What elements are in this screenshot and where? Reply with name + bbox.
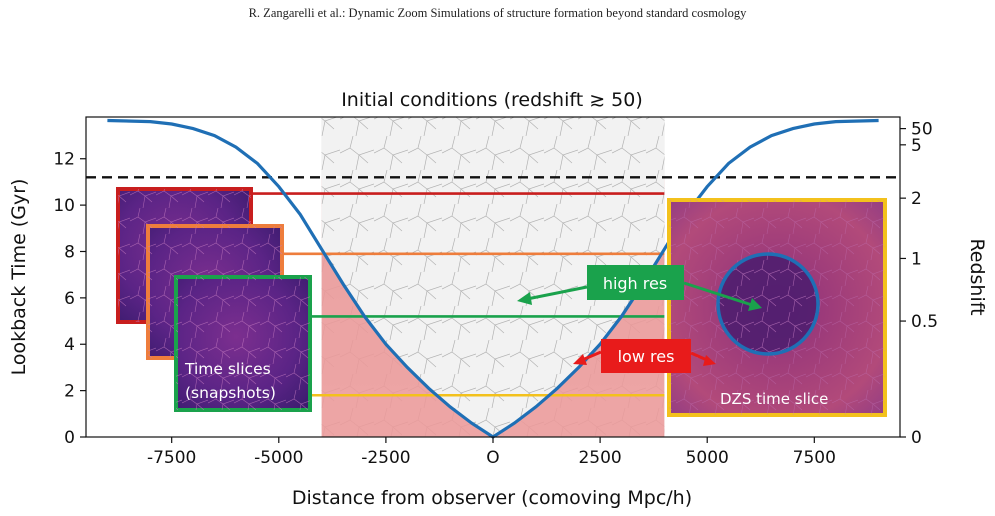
high-res-arrowhead-left	[517, 292, 532, 305]
x-tick-label: 7500	[793, 448, 836, 468]
x-tick-label: 2500	[578, 448, 621, 468]
x-axis-label: Distance from observer (comoving Mpc/h)	[292, 487, 692, 509]
right-axis-label: Redshift	[966, 238, 988, 315]
low-res-badge	[601, 339, 691, 373]
low-res-arrowhead-left	[573, 354, 587, 365]
x-tick-label: 5000	[686, 448, 729, 468]
dzs-time-slice-label: DZS time slice	[720, 390, 828, 408]
left-tick-label: 10	[53, 196, 75, 216]
high-res-region-circle	[716, 252, 820, 356]
x-axis-ticks: -7500 -5000 -2500 O 2500 5000 7500	[147, 437, 836, 468]
snapshot-panel-green	[174, 275, 312, 412]
high-res-arrow-right	[683, 281, 753, 307]
low-res-label: low res	[618, 347, 675, 366]
high-res-arrow-left	[526, 285, 588, 301]
dzs-time-slice-panel	[667, 198, 887, 417]
left-tick-label: 2	[64, 382, 75, 402]
left-tick-label: 8	[64, 242, 75, 262]
time-slices-label-line2: (snapshots)	[185, 384, 276, 402]
figure-title: Initial conditions (redshift ≳ 50)	[341, 89, 643, 111]
right-tick-label: 5	[911, 136, 922, 156]
high-res-badge	[587, 265, 684, 300]
low-res-arrowhead-right	[703, 355, 716, 366]
right-tick-label: 50	[911, 120, 933, 140]
right-tick-label: 0.5	[911, 312, 938, 332]
right-tick-label: 2	[911, 189, 922, 209]
x-tick-label: -2500	[361, 448, 410, 468]
low-res-arrow-right	[690, 351, 708, 362]
high-res-texture	[321, 117, 665, 437]
left-tick-label: 0	[64, 428, 75, 448]
left-tick-label: 4	[64, 335, 75, 355]
right-axis-ticks: 0 0.5 1 2 550	[900, 120, 938, 448]
left-axis-label: Lookback Time (Gyr)	[8, 179, 30, 376]
right-tick-label: 0	[911, 428, 922, 448]
left-axis-ticks: 0 2 4 6 8 10 12	[53, 150, 86, 448]
high-res-label: high res	[603, 274, 667, 293]
low-res-arrow-left	[581, 350, 602, 362]
running-head: R. Zangarelli et al.: Dynamic Zoom Simul…	[248, 6, 747, 20]
left-tick-label: 6	[64, 289, 75, 309]
high-res-arrowhead-right	[748, 298, 762, 311]
x-tick-label: O	[486, 448, 499, 468]
time-slice-lines	[251, 192, 665, 397]
plot-background	[321, 117, 665, 437]
left-tick-label: 12	[53, 150, 75, 170]
right-tick-label: 1	[911, 249, 922, 269]
x-tick-label: -5000	[254, 448, 303, 468]
time-slices-label-line1: Time slices	[184, 360, 271, 378]
x-tick-label: -7500	[147, 448, 196, 468]
